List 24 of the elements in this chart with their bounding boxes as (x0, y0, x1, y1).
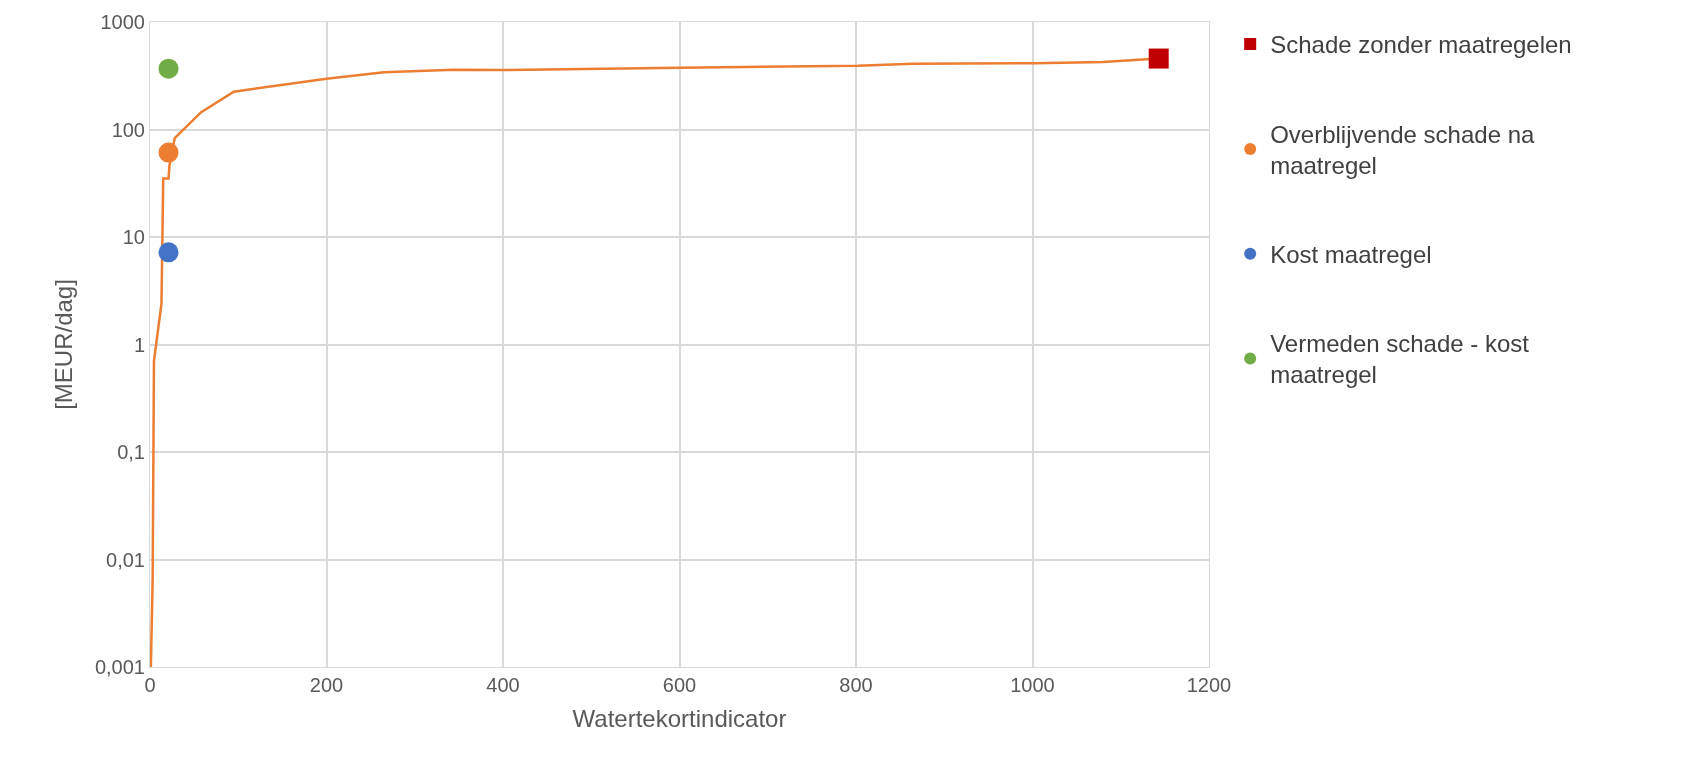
x-tick-label: 0 (144, 674, 156, 696)
y-tick-label: 0,01 (106, 548, 145, 571)
x-tick-label: 1200 (1186, 674, 1232, 696)
y-tick-label: 100 (111, 118, 145, 141)
y-tick-label: 0,1 (117, 441, 145, 463)
x-tick-label: 200 (309, 674, 344, 696)
legend-label: Overblijvende schade na maatregel (1270, 120, 1535, 179)
legend-label: Schade zonder maatregelen (1270, 31, 1572, 59)
y-tick-label: 1 (133, 333, 145, 356)
x-tick-label: 800 (839, 674, 873, 696)
point (158, 58, 179, 79)
x-tick-label: 1000 (1010, 674, 1055, 696)
point (1148, 48, 1169, 69)
legend-label: Kost maatregel (1270, 241, 1432, 269)
point (158, 242, 179, 263)
x-tick-label: 400 (486, 674, 520, 696)
x-tick-label: 600 (662, 674, 697, 696)
point (158, 142, 179, 163)
x-axis-title: Watertekortindicator (572, 705, 787, 733)
legend-label: Vermeden schade - kost maatregel (1270, 330, 1530, 389)
y-axis-title: [MEUR/dag] (50, 279, 78, 410)
y-tick-label: 1000 (100, 11, 145, 33)
y-tick-label: 0,001 (94, 656, 145, 678)
y-tick-label: 10 (122, 226, 145, 248)
